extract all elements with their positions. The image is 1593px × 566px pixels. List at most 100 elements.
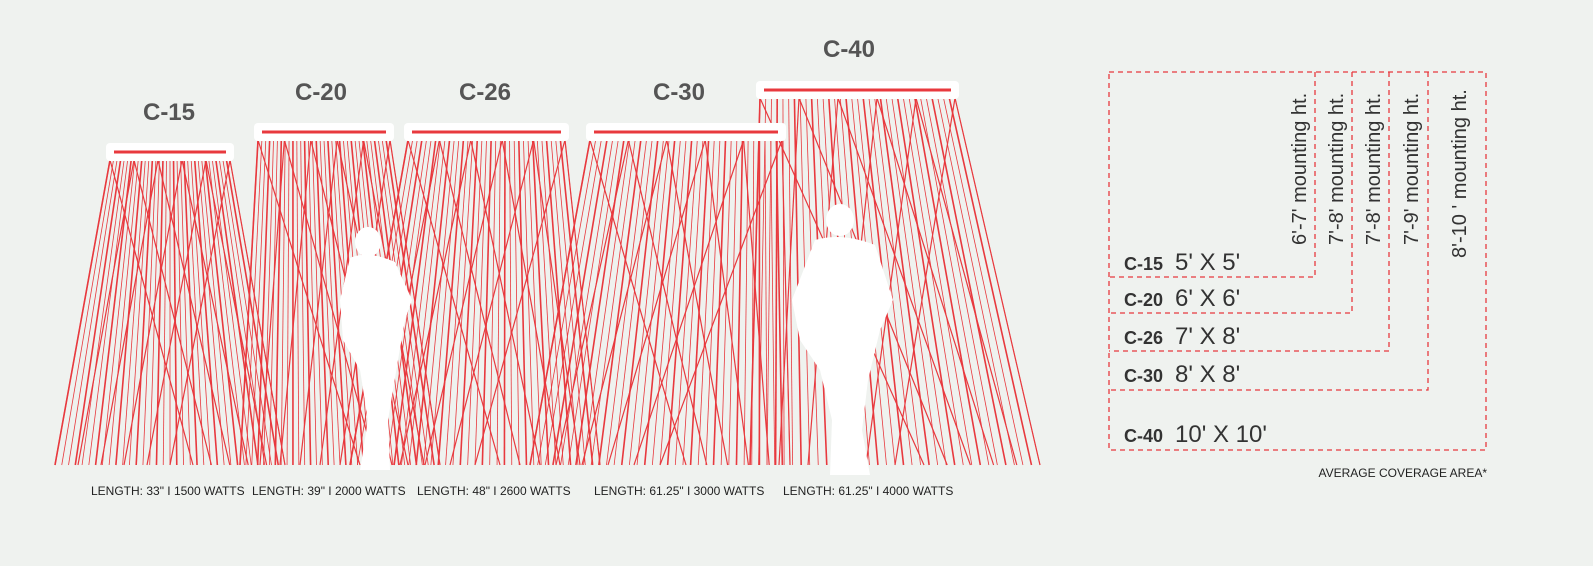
ray bbox=[445, 139, 469, 466]
row-area: 7' X 8' bbox=[1175, 323, 1240, 350]
ray bbox=[749, 97, 761, 466]
ray bbox=[902, 97, 964, 466]
ray bbox=[527, 139, 542, 466]
ray bbox=[259, 139, 285, 466]
ray bbox=[567, 139, 619, 466]
ray bbox=[774, 97, 779, 466]
ray bbox=[931, 97, 1007, 466]
ray bbox=[183, 159, 198, 466]
ray bbox=[193, 159, 219, 466]
ray bbox=[109, 159, 194, 466]
ray bbox=[720, 139, 732, 466]
ray bbox=[257, 139, 361, 466]
ray bbox=[489, 139, 497, 466]
ray bbox=[915, 97, 1018, 466]
ray bbox=[598, 139, 642, 466]
silhouettes bbox=[340, 204, 893, 475]
ray bbox=[837, 97, 971, 466]
heater-label: C-40 bbox=[823, 36, 875, 63]
ray bbox=[299, 139, 338, 466]
heater-label: C-20 bbox=[295, 79, 347, 106]
coverage-note: AVERAGE COVERAGE AREA* bbox=[1319, 466, 1488, 480]
ray bbox=[54, 159, 111, 466]
ray bbox=[208, 159, 245, 466]
ray bbox=[589, 139, 687, 466]
ray bbox=[501, 139, 561, 466]
ray bbox=[263, 139, 274, 466]
ray bbox=[408, 139, 446, 466]
ray bbox=[251, 139, 267, 466]
ray bbox=[423, 139, 455, 466]
ray bbox=[323, 139, 341, 466]
ray bbox=[704, 139, 749, 466]
row-mounting: 7'-8' mounting ht. bbox=[1326, 93, 1348, 245]
ray bbox=[778, 97, 800, 466]
ray bbox=[728, 139, 738, 466]
ray bbox=[523, 139, 535, 466]
ray bbox=[61, 159, 114, 466]
ray bbox=[399, 139, 472, 466]
ray bbox=[215, 159, 259, 466]
ray bbox=[764, 139, 768, 466]
ray bbox=[914, 97, 982, 466]
ray bbox=[583, 139, 630, 466]
ray bbox=[415, 139, 451, 466]
row-mounting: 6'-7' mounting ht. bbox=[1289, 93, 1311, 245]
ray bbox=[300, 139, 306, 466]
ray bbox=[560, 139, 613, 466]
ray bbox=[467, 139, 483, 466]
ray bbox=[108, 159, 139, 466]
ray bbox=[885, 97, 939, 466]
ray bbox=[256, 139, 271, 466]
ray bbox=[470, 139, 541, 466]
ray bbox=[74, 159, 122, 466]
ray bbox=[682, 139, 704, 466]
ray bbox=[555, 139, 629, 466]
ray bbox=[115, 159, 143, 466]
heater-spec: LENGTH: 39" I 2000 WATTS bbox=[252, 484, 406, 498]
ray bbox=[533, 139, 581, 466]
ray bbox=[925, 97, 998, 466]
ray bbox=[474, 139, 566, 466]
ray bbox=[666, 139, 693, 466]
ray bbox=[908, 97, 973, 466]
ray bbox=[659, 139, 783, 466]
ray bbox=[219, 159, 266, 466]
row-area: 6' X 6' bbox=[1175, 285, 1240, 312]
ray bbox=[100, 159, 159, 466]
ray bbox=[513, 139, 520, 466]
ray bbox=[181, 159, 249, 466]
ray bbox=[627, 139, 708, 466]
ray bbox=[782, 97, 785, 466]
ray bbox=[770, 139, 776, 466]
ray bbox=[891, 97, 947, 466]
ray bbox=[937, 97, 1015, 466]
heater-spec: LENGTH: 61.25" I 3000 WATTS bbox=[594, 484, 764, 498]
ray bbox=[496, 139, 501, 466]
ray bbox=[88, 159, 129, 466]
ray bbox=[452, 139, 474, 466]
ray bbox=[201, 159, 232, 466]
ray bbox=[943, 97, 1024, 466]
ray bbox=[162, 159, 167, 466]
ray bbox=[269, 139, 278, 466]
ray bbox=[788, 97, 794, 466]
row-model: C-40 bbox=[1124, 426, 1163, 446]
ray bbox=[311, 139, 323, 466]
ray bbox=[239, 139, 259, 466]
ray bbox=[459, 139, 479, 466]
ray bbox=[190, 159, 211, 466]
ray bbox=[564, 139, 601, 466]
ray bbox=[401, 139, 441, 466]
ray bbox=[283, 139, 377, 466]
ray bbox=[607, 139, 706, 466]
ray bbox=[541, 139, 564, 466]
ray bbox=[766, 97, 772, 466]
heaters: C-15 LENGTH: 33" I 1500 WATTS C-20 LENGTH: … bbox=[91, 36, 959, 498]
ray bbox=[674, 139, 698, 466]
row-model: C-26 bbox=[1124, 328, 1163, 348]
ray bbox=[758, 97, 767, 466]
ray bbox=[172, 159, 178, 466]
ray bbox=[122, 159, 146, 466]
ray bbox=[176, 159, 184, 466]
